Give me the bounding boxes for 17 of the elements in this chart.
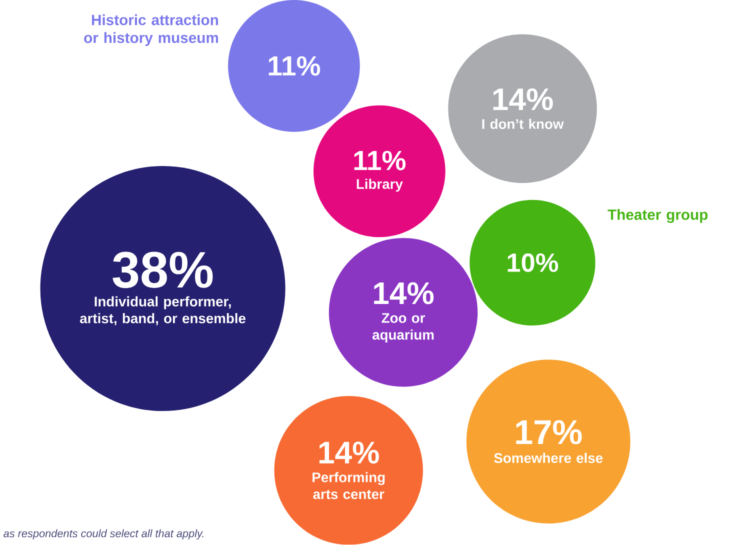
data-label: 14% <box>319 442 379 464</box>
text: as respondents could select all that apply. <box>4 529 204 540</box>
data-label: 11% <box>354 150 406 170</box>
data-label: 14% <box>493 88 553 110</box>
data-label: 38% <box>112 252 213 288</box>
category-label: Individual performer, artist, band, or ensemble <box>80 296 246 326</box>
data-label: 11% <box>268 56 320 76</box>
category-label: I don’t know <box>482 118 564 130</box>
category-label: Performing arts center <box>312 472 385 500</box>
data-label: 14% <box>374 282 434 304</box>
category-label: Library <box>356 178 403 192</box>
category-label: Zoo or aquarium <box>372 313 434 343</box>
data-label: 10% <box>508 253 558 272</box>
category-label: Historic attraction or history museum <box>84 14 218 46</box>
data-label: 17% <box>516 420 582 444</box>
category-label: Somewhere else <box>494 452 603 464</box>
category-label: Theater group <box>608 209 708 224</box>
